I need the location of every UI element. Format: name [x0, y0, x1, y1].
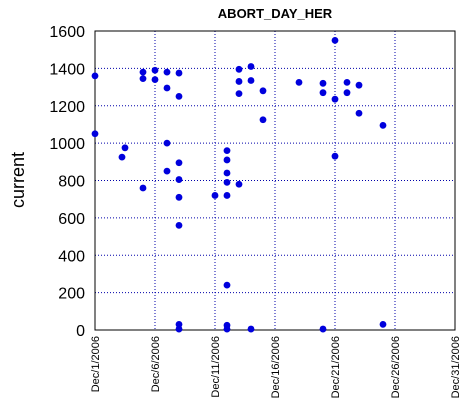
x-tick-label: Dec/31/2006: [450, 336, 462, 398]
data-point: [223, 156, 231, 164]
data-point: [175, 193, 183, 201]
data-point: [175, 69, 183, 77]
data-point: [259, 87, 267, 95]
data-point: [163, 167, 171, 175]
data-point: [175, 320, 183, 328]
data-point: [295, 78, 303, 86]
data-point: [175, 221, 183, 229]
plot-area-frame: [94, 30, 456, 331]
data-point: [163, 139, 171, 147]
data-point: [319, 79, 327, 87]
data-point: [343, 89, 351, 97]
y-tick-label: 200: [58, 286, 85, 303]
data-point: [319, 89, 327, 97]
data-point: [139, 68, 147, 76]
data-points: [91, 36, 387, 333]
data-point: [331, 152, 339, 160]
data-point: [223, 169, 231, 177]
data-point: [211, 192, 219, 199]
data-point: [139, 184, 147, 192]
data-point: [175, 93, 183, 100]
data-point: [223, 325, 231, 333]
grid-lines: [95, 31, 455, 330]
x-tick-label: Dec/1/2006: [90, 336, 102, 392]
y-tick-label: 1600: [49, 24, 85, 41]
x-tick-label: Dec/11/2006: [210, 336, 222, 398]
data-point: [91, 130, 99, 138]
data-point: [247, 325, 255, 333]
data-point: [235, 180, 243, 188]
y-tick-label: 800: [58, 174, 85, 191]
x-tick-label: Dec/26/2006: [390, 336, 402, 398]
data-point: [151, 66, 159, 74]
data-point: [163, 68, 171, 76]
data-point: [223, 281, 231, 289]
data-point: [139, 75, 147, 83]
y-tick-label: 0: [76, 323, 85, 340]
y-axis-label: current: [8, 152, 28, 208]
data-point: [343, 78, 351, 86]
y-tick-label: 1000: [49, 136, 85, 153]
data-point: [331, 95, 339, 103]
x-tick-label: Dec/6/2006: [150, 336, 162, 392]
data-point: [175, 325, 183, 333]
y-tick-label: 1400: [49, 61, 85, 78]
data-point: [379, 320, 387, 328]
chart-title: ABORT_DAY_HER: [218, 6, 333, 21]
x-tick-label: Dec/21/2006: [330, 336, 342, 398]
data-point: [247, 77, 255, 84]
data-point: [223, 178, 231, 186]
data-point: [151, 76, 159, 83]
y-tick-label: 1200: [49, 99, 85, 116]
data-point: [247, 63, 255, 70]
x-tick-label: Dec/16/2006: [270, 336, 282, 398]
data-point: [259, 116, 267, 124]
data-point: [379, 121, 387, 129]
axis-ticks: Dec/1/2006 Dec/6/2006 Dec/11/2006 Dec/16/20…: [49, 24, 462, 398]
data-point: [235, 65, 243, 73]
data-point: [91, 72, 99, 80]
data-point: [319, 325, 327, 333]
data-point: [355, 81, 363, 89]
data-point: [175, 176, 183, 183]
data-point: [235, 90, 243, 98]
data-point: [355, 109, 363, 117]
data-point: [118, 153, 126, 161]
data-point: [175, 159, 183, 167]
data-point: [223, 147, 231, 155]
data-point: [223, 192, 231, 199]
data-point: [121, 144, 129, 152]
data-point: [235, 78, 243, 85]
y-tick-label: 400: [58, 248, 85, 265]
y-tick-label: 600: [58, 211, 85, 228]
data-point: [163, 84, 171, 92]
data-point: [331, 36, 339, 44]
